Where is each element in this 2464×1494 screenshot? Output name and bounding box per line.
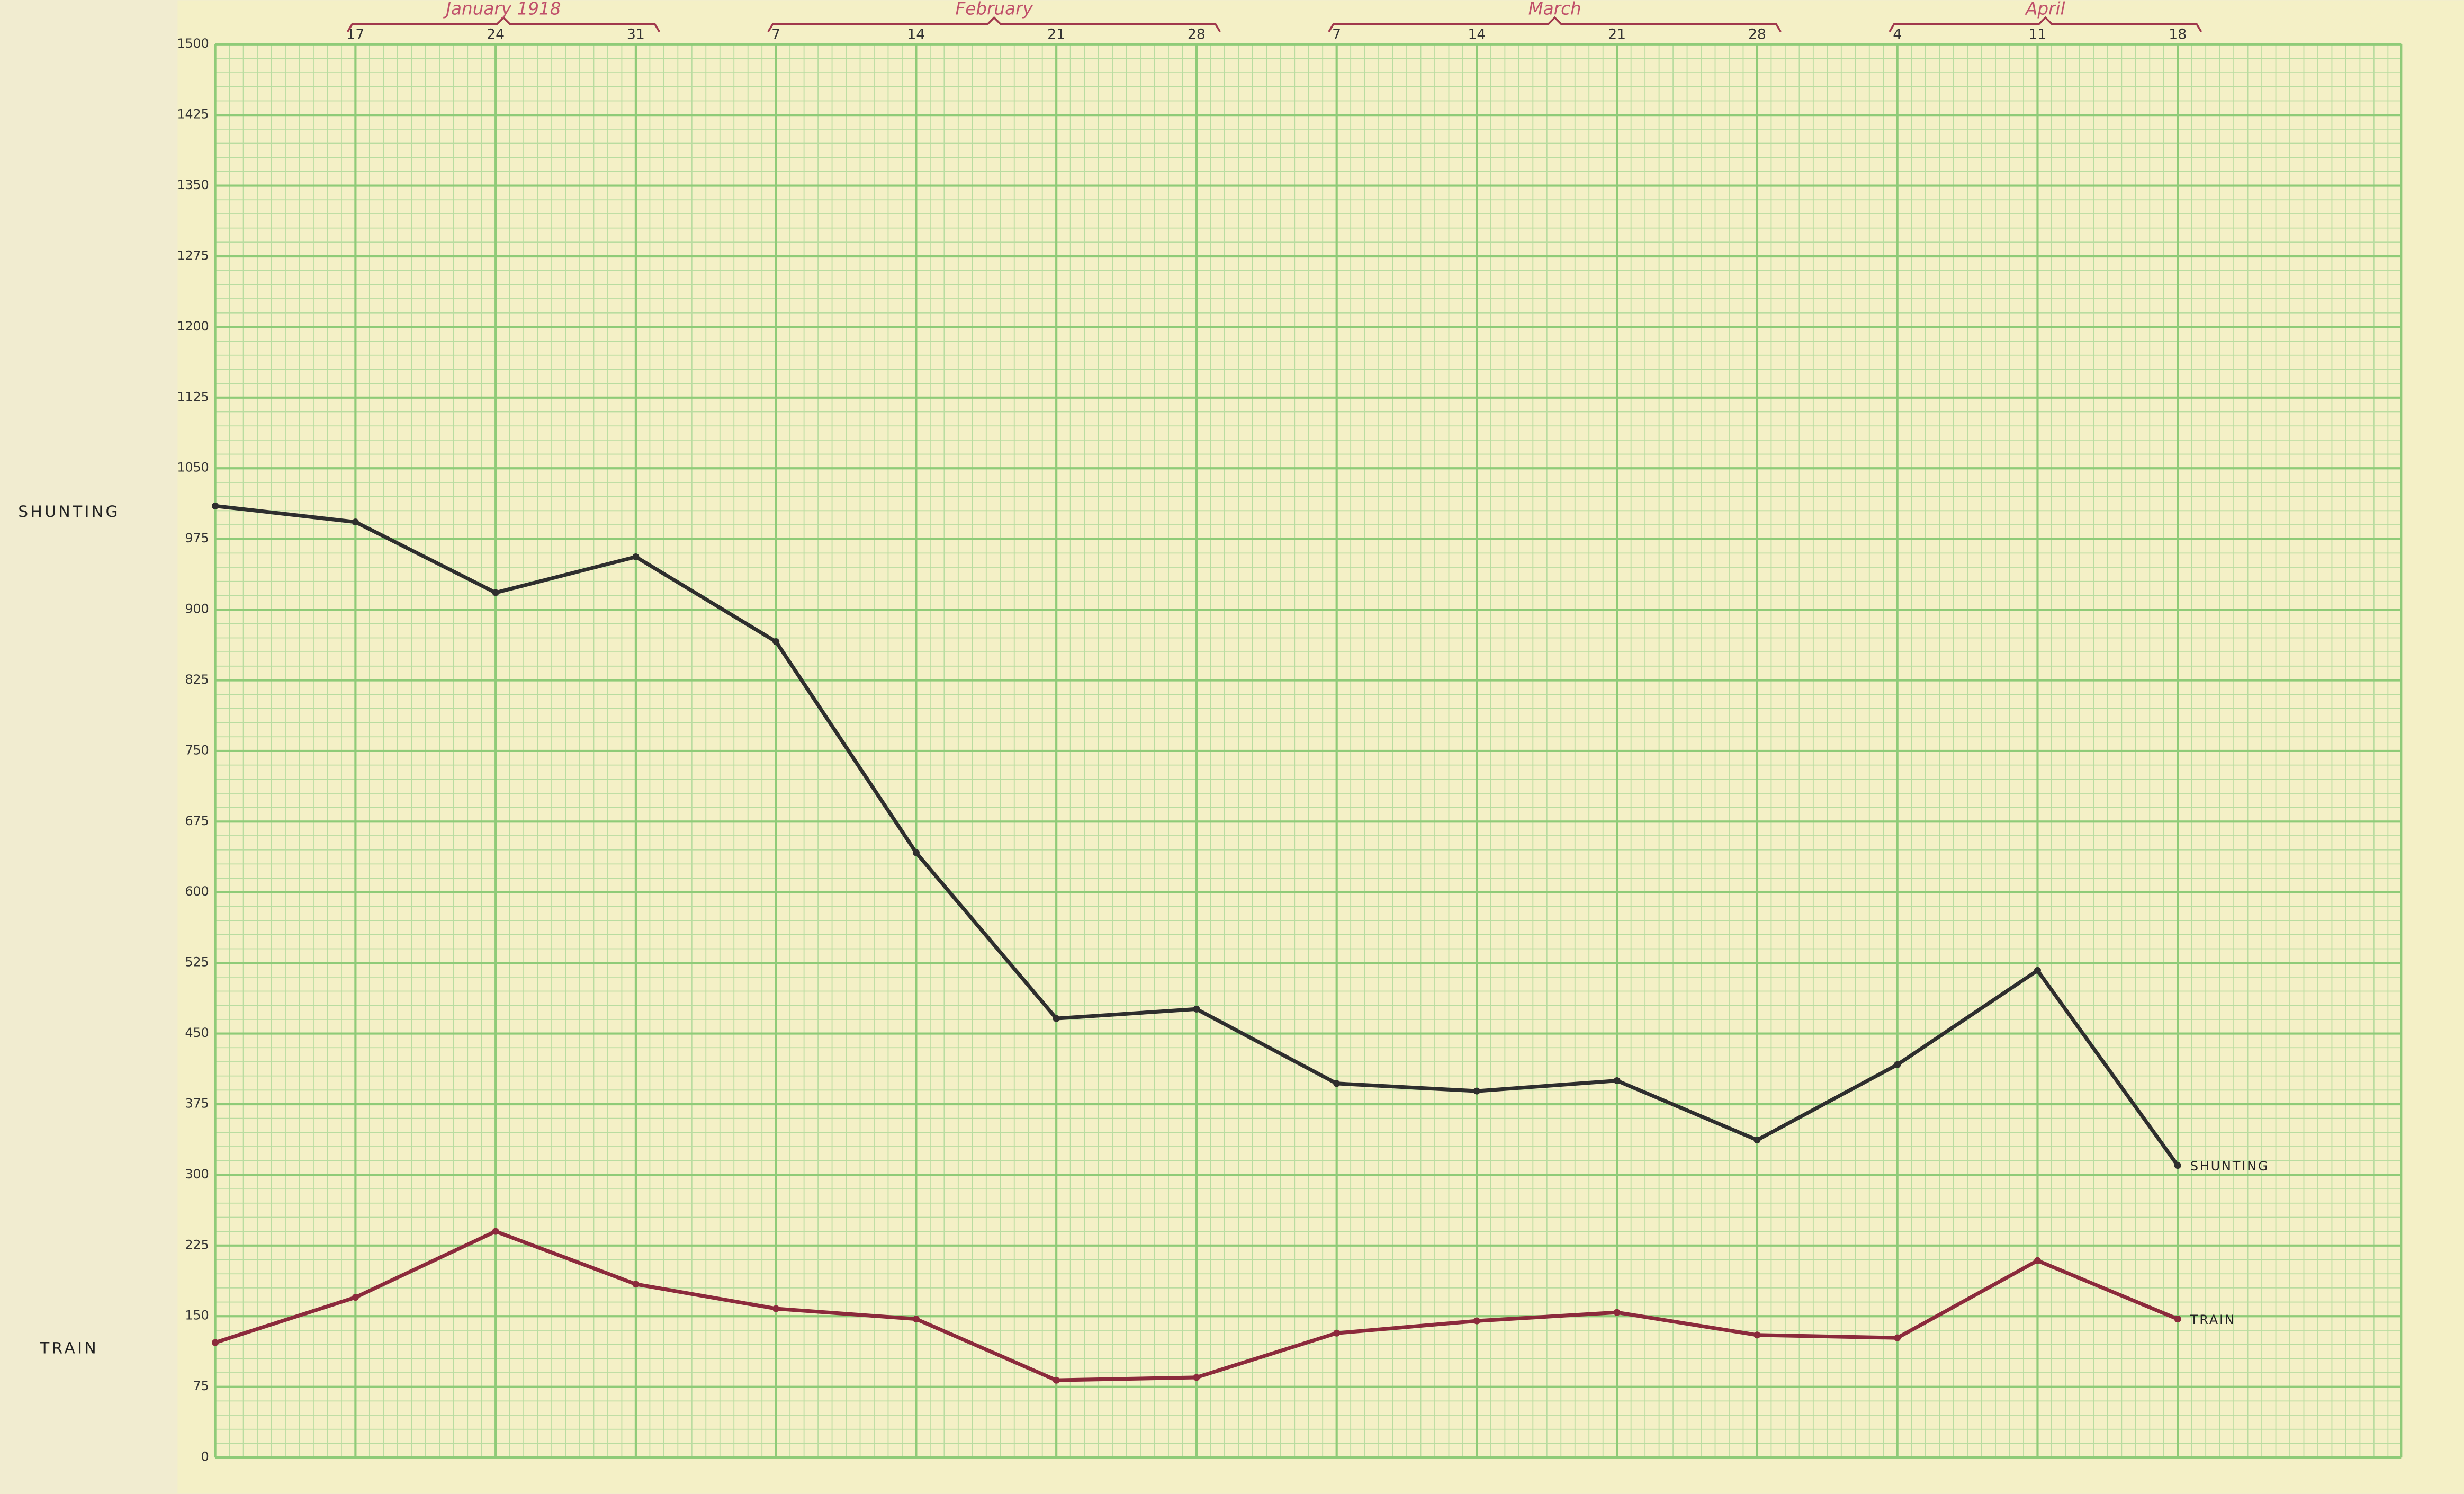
data-point (212, 1339, 219, 1346)
month-bracket (347, 16, 660, 32)
data-point (1193, 1005, 1200, 1013)
data-point (1613, 1077, 1621, 1085)
y-tick-label: 150 (185, 1308, 209, 1323)
y-tick-label: 900 (185, 602, 209, 616)
data-point (912, 849, 920, 856)
data-point (1613, 1309, 1621, 1316)
data-point (1894, 1334, 1901, 1341)
data-point (772, 638, 780, 646)
y-tick-label: 825 (185, 672, 209, 687)
y-tick-label: 1200 (177, 319, 209, 334)
month-label: April (2025, 0, 2065, 19)
data-point (212, 502, 219, 509)
y-tick-label: 975 (185, 531, 209, 545)
data-point (2034, 1257, 2041, 1264)
series-label: SHUNTING (18, 502, 120, 521)
y-tick-label: 225 (185, 1237, 209, 1252)
x-tick-label: 11 (2028, 26, 2046, 42)
x-tick-label: 21 (1608, 26, 1626, 42)
x-tick-label: 28 (1188, 26, 1206, 42)
graph-paper (177, 0, 2464, 1494)
y-tick-label: 1050 (177, 460, 209, 475)
data-point (2174, 1162, 2181, 1169)
x-tick-label: 21 (1047, 26, 1065, 42)
data-point (1473, 1087, 1480, 1095)
data-point (1473, 1317, 1480, 1325)
data-point (352, 1294, 359, 1301)
data-point (2174, 1316, 2181, 1323)
data-point (2034, 967, 2041, 974)
month-bracket (767, 16, 1221, 32)
data-point (492, 1228, 499, 1235)
data-point (1753, 1331, 1761, 1339)
x-tick-label: 31 (627, 26, 645, 42)
data-point (1333, 1080, 1341, 1087)
data-point (352, 518, 359, 526)
month-label: March (1528, 0, 1581, 19)
x-tick-label: 14 (907, 26, 925, 42)
y-tick-label: 750 (185, 742, 209, 757)
x-tick-label: 28 (1748, 26, 1766, 42)
data-point (1894, 1061, 1901, 1068)
y-tick-label: 1425 (177, 107, 209, 122)
data-point (1193, 1374, 1200, 1381)
series-end-label: TRAIN (2190, 1312, 2236, 1327)
x-tick-label: 18 (2169, 26, 2187, 42)
series-end-label: SHUNTING (2190, 1159, 2269, 1174)
y-tick-label: 1125 (177, 389, 209, 404)
y-tick-label: 525 (185, 955, 209, 970)
y-tick-label: 300 (185, 1167, 209, 1182)
month-label: January 1918 (443, 0, 561, 19)
y-tick-label: 75 (193, 1379, 209, 1393)
x-tick-label: 7 (1332, 26, 1341, 42)
y-tick-label: 375 (185, 1096, 209, 1111)
y-tick-label: 675 (185, 813, 209, 828)
y-tick-label: 0 (201, 1450, 209, 1464)
x-tick-label: 14 (1468, 26, 1486, 42)
series-label: TRAIN (39, 1338, 98, 1357)
data-point (912, 1316, 920, 1323)
y-tick-label: 450 (185, 1025, 209, 1040)
data-point (492, 589, 499, 596)
y-tick-label: 1275 (177, 248, 209, 263)
data-point (1053, 1376, 1060, 1384)
month-bracket (1889, 16, 2202, 32)
data-point (1753, 1137, 1761, 1144)
month-label: February (955, 0, 1033, 19)
y-tick-label: 1350 (177, 177, 209, 192)
x-tick-label: 7 (771, 26, 780, 42)
x-tick-label: 24 (487, 26, 505, 42)
data-point (632, 1281, 640, 1288)
month-bracket (1328, 16, 1782, 32)
data-point (772, 1305, 780, 1312)
data-point (1053, 1015, 1060, 1022)
data-point (1333, 1329, 1341, 1337)
x-tick-label: 4 (1893, 26, 1902, 42)
y-tick-label: 600 (185, 884, 209, 899)
data-point (632, 553, 640, 560)
y-tick-label: 1500 (177, 36, 209, 51)
